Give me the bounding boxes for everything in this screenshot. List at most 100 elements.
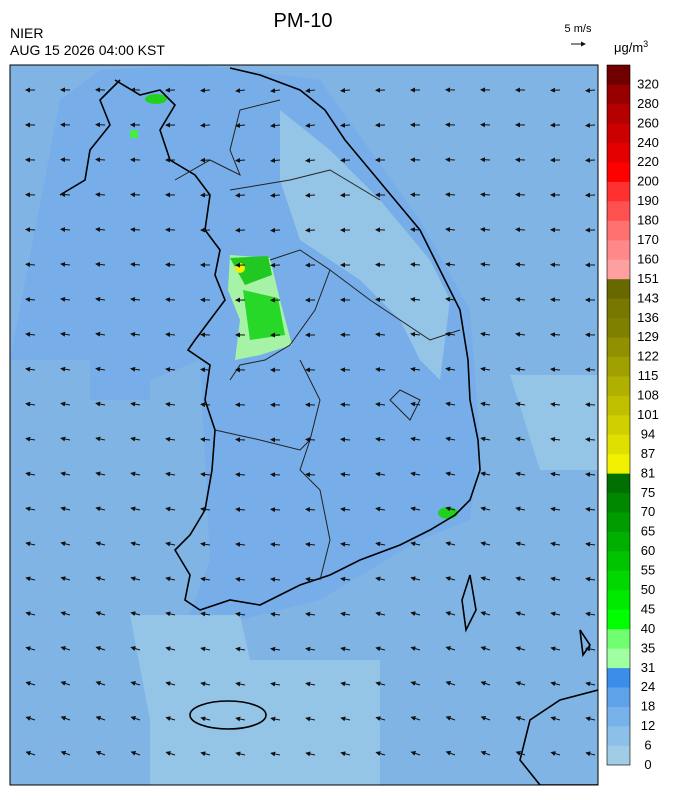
- colorbar-label: 170: [637, 232, 659, 247]
- colorbar-label: 143: [637, 290, 659, 305]
- colorbar-bin: [607, 629, 630, 649]
- colorbar-bin: [607, 396, 630, 416]
- colorbar-bin: [607, 221, 630, 241]
- pollution-area: [235, 263, 245, 273]
- colorbar-bin: [607, 162, 630, 182]
- wind-arrow: [446, 194, 455, 195]
- colorbar-bin: [607, 318, 630, 338]
- wind-arrow: [236, 195, 245, 196]
- colorbar-label: 200: [637, 174, 659, 189]
- colorbar-bin: [607, 182, 630, 202]
- wind-arrow: [166, 299, 175, 300]
- wind-arrow: [201, 369, 210, 370]
- unit-label: μg/m3: [614, 39, 648, 55]
- pollution-area: [145, 94, 167, 104]
- colorbar-bin: [607, 473, 630, 493]
- wind-arrow: [201, 90, 210, 91]
- colorbar-label: 240: [637, 135, 659, 150]
- wind-arrow: [306, 474, 315, 475]
- colorbar-bin: [607, 104, 630, 124]
- colorbar-bin: [607, 415, 630, 435]
- colorbar-label: 24: [641, 679, 655, 694]
- wind-arrow: [236, 474, 245, 475]
- colorbar-bin: [607, 648, 630, 668]
- colorbar-label: 60: [641, 543, 655, 558]
- unit-exp: 3: [643, 39, 648, 49]
- colorbar-bin: [607, 143, 630, 163]
- wind-arrow: [341, 125, 350, 126]
- wind-arrow: [236, 439, 245, 440]
- colorbar-label: 70: [641, 504, 655, 519]
- wind-scale-label: 5 m/s: [565, 23, 592, 35]
- colorbar-label: 180: [637, 213, 659, 228]
- wind-arrow: [271, 474, 280, 475]
- wind-arrow: [586, 404, 595, 405]
- wind-arrow: [61, 159, 70, 160]
- colorbar-label: 18: [641, 699, 655, 714]
- colorbar-bin: [607, 298, 630, 318]
- colorbar: 0612182431354045505560657075818794101108…: [607, 65, 659, 772]
- colorbar-label: 136: [637, 310, 659, 325]
- colorbar-bin: [607, 726, 630, 746]
- colorbar-label: 151: [637, 271, 659, 286]
- colorbar-bin: [607, 532, 630, 552]
- wind-arrow: [271, 230, 280, 231]
- wind-arrow: [201, 404, 210, 405]
- colorbar-bin: [607, 746, 630, 766]
- colorbar-label: 0: [644, 757, 651, 772]
- colorbar-bin: [607, 512, 630, 532]
- colorbar-label: 87: [641, 446, 655, 461]
- wind-arrow: [341, 404, 350, 405]
- wind-arrow: [201, 125, 210, 126]
- wind-arrow: [96, 159, 105, 160]
- colorbar-label: 101: [637, 407, 659, 422]
- wind-arrow: [131, 194, 140, 195]
- wind-arrow: [446, 159, 455, 160]
- colorbar-label: 75: [641, 485, 655, 500]
- colorbar-bin: [607, 551, 630, 571]
- colorbar-label: 108: [637, 388, 659, 403]
- colorbar-bin: [607, 357, 630, 377]
- wind-arrow: [26, 229, 35, 230]
- wind-arrow: [236, 160, 245, 161]
- colorbar-label: 190: [637, 193, 659, 208]
- colorbar-label: 94: [641, 426, 655, 441]
- wind-arrow: [586, 125, 595, 126]
- wind-arrow: [306, 195, 315, 196]
- colorbar-bin: [607, 337, 630, 357]
- wind-arrow: [551, 299, 560, 300]
- colorbar-bin: [607, 707, 630, 727]
- wind-arrow: [411, 229, 420, 230]
- colorbar-bin: [607, 609, 630, 629]
- colorbar-label: 122: [637, 349, 659, 364]
- colorbar-label: 12: [641, 718, 655, 733]
- map: [10, 65, 598, 785]
- wind-arrow: [376, 299, 385, 300]
- wind-arrow: [481, 159, 490, 160]
- colorbar-bin: [607, 668, 630, 688]
- colorbar-bin: [607, 376, 630, 396]
- colorbar-bin: [607, 240, 630, 260]
- colorbar-label: 280: [637, 96, 659, 111]
- agency: NIER: [10, 25, 43, 41]
- colorbar-label: 160: [637, 251, 659, 266]
- wind-arrow: [516, 229, 525, 230]
- colorbar-bin: [607, 123, 630, 143]
- colorbar-label: 31: [641, 660, 655, 675]
- wind-arrow: [131, 229, 140, 230]
- colorbar-bin: [607, 84, 630, 104]
- colorbar-bin: [607, 65, 630, 85]
- colorbar-label: 260: [637, 115, 659, 130]
- colorbar-label: 6: [644, 738, 651, 753]
- colorbar-bin: [607, 454, 630, 474]
- timestamp: AUG 15 2026 04:00 KST: [10, 42, 165, 58]
- colorbar-label: 45: [641, 601, 655, 616]
- colorbar-label: 50: [641, 582, 655, 597]
- colorbar-label: 55: [641, 563, 655, 578]
- colorbar-label: 129: [637, 329, 659, 344]
- colorbar-bin: [607, 590, 630, 610]
- colorbar-bin: [607, 493, 630, 513]
- wind-arrow: [61, 194, 70, 195]
- colorbar-bin: [607, 571, 630, 591]
